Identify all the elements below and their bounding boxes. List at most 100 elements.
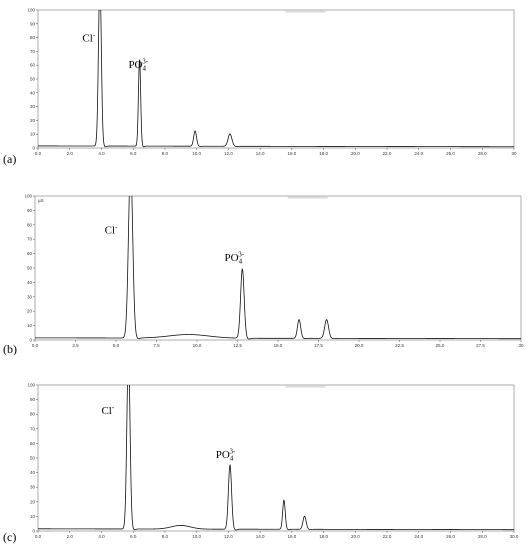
x-tick-label: 2.0 — [67, 534, 74, 539]
x-tick-label: 30.0 — [510, 534, 519, 539]
x-tick-label: 28.0 — [478, 534, 487, 539]
x-tick-label: 5.0 — [113, 343, 120, 348]
y-tick-label: 30 — [27, 294, 33, 299]
x-tick-label: 18.0 — [319, 151, 328, 156]
panel-label: (b) — [3, 342, 17, 356]
peak-annotation: PO43- — [128, 57, 148, 72]
peak-annotation-sup: 3- — [142, 57, 149, 65]
plot-frame — [37, 384, 515, 532]
y-tick-label: 80 — [27, 222, 33, 227]
x-tick-label: 6.0 — [130, 534, 137, 539]
panel-label: (a) — [3, 152, 16, 166]
x-tick-label: 20.0 — [351, 151, 360, 156]
y-tick-label: 20 — [30, 499, 36, 504]
peak-annotation: Cl- — [105, 223, 118, 237]
peak-annotation-sup: 3- — [229, 448, 236, 456]
y-tick-label: 40 — [30, 470, 36, 475]
peak-annotation: PO43- — [216, 448, 236, 463]
peak-annotation-sub: 4 — [143, 64, 147, 72]
x-tick-label: 10.0 — [192, 151, 201, 156]
plot-frame — [34, 195, 522, 341]
signal-trace — [38, 10, 514, 148]
signal-trace — [35, 196, 521, 340]
x-tick-label: 26.0 — [446, 534, 455, 539]
peak-annotation: Cl- — [101, 404, 114, 418]
plot-frame — [37, 9, 515, 149]
y-tick-label: 80 — [30, 412, 36, 417]
y-tick-label: 70 — [30, 49, 36, 54]
x-tick-label: 27.5 — [476, 343, 485, 348]
header-bar — [285, 385, 326, 388]
x-tick-label: 30 — [518, 343, 524, 348]
y-tick-label: 40 — [27, 280, 33, 285]
x-tick-label: 16.0 — [287, 534, 296, 539]
y-tick-label: 50 — [30, 77, 36, 82]
y-tick-label: 80 — [30, 35, 36, 40]
y-tick-label: 100 — [24, 194, 32, 199]
x-tick-label: 14.0 — [256, 534, 265, 539]
x-tick-label: 12.0 — [224, 151, 233, 156]
peak-annotation-base: Cl — [101, 405, 111, 417]
y-tick-label: 10 — [30, 132, 36, 137]
peak-annotation-base: PO — [225, 252, 239, 264]
x-tick-label: 7.5 — [153, 343, 160, 348]
x-tick-label: 0.0 — [35, 151, 42, 156]
peak-annotation-sup: - — [115, 223, 118, 231]
x-tick-label: 2.0 — [67, 151, 74, 156]
x-tick-label: 12.5 — [233, 343, 242, 348]
x-tick-label: 14.0 — [256, 151, 265, 156]
x-tick-label: 25.0 — [436, 343, 445, 348]
peak-annotation-sup: - — [112, 404, 115, 412]
peak-annotation-base: PO — [128, 59, 142, 71]
peak-annotation-sub: 4 — [230, 455, 234, 463]
y-tick-label: 10 — [27, 323, 33, 328]
x-tick-label: 6.0 — [130, 151, 137, 156]
x-tick-label: 0.0 — [32, 343, 39, 348]
x-tick-label: 24.0 — [414, 534, 423, 539]
peak-annotation-base: Cl — [82, 33, 92, 45]
y-tick-label: 70 — [30, 426, 36, 431]
x-tick-label: 22.0 — [383, 151, 392, 156]
peak-annotation-base: Cl — [105, 224, 115, 236]
peak-annotation: Cl- — [82, 31, 95, 45]
x-tick-label: 4.0 — [98, 534, 105, 539]
x-tick-label: 16.0 — [287, 151, 296, 156]
y-tick-label: 10 — [30, 514, 36, 519]
y-tick-label: 60 — [30, 441, 36, 446]
x-tick-label: 26.0 — [446, 151, 455, 156]
x-tick-label: 17.5 — [314, 343, 323, 348]
peak-annotation-sub: 4 — [239, 257, 243, 265]
header-bar — [287, 196, 328, 199]
y-tick-label: 20 — [27, 309, 33, 314]
peak-annotation-sup: 3- — [238, 250, 245, 258]
y-tick-label: 70 — [27, 237, 33, 242]
x-tick-label: 10.0 — [192, 534, 201, 539]
y-tick-label: 90 — [30, 397, 36, 402]
x-tick-label: 2.5 — [72, 343, 79, 348]
y-tick-label: 0 — [32, 146, 35, 151]
y-tick-label: 90 — [27, 208, 33, 213]
y-tick-label: 100 — [27, 383, 35, 388]
y-tick-label: 40 — [30, 90, 36, 95]
y-tick-label: 60 — [30, 63, 36, 68]
x-tick-label: 18.0 — [319, 534, 328, 539]
y-tick-label: 0 — [32, 529, 35, 534]
peak-annotation: PO43- — [225, 250, 245, 265]
peak-annotation-sup: - — [93, 31, 96, 39]
y-tick-label: 50 — [30, 456, 36, 461]
y-tick-label: 90 — [30, 21, 36, 26]
x-tick-label: 8.0 — [162, 534, 169, 539]
panel-label: (c) — [3, 530, 16, 544]
y-tick-label: 100 — [27, 8, 35, 13]
chromatogram-panel-1: 0 10 20 30 40 50 60 70 80 90 100 0.0 2.0 4.0 6.0 8.0 10.… — [3, 8, 517, 167]
chromatogram-panel-3: 0 10 20 30 40 50 60 70 80 90 100 0.0 2.0 4.0 6.0 8.0 10.… — [3, 383, 519, 545]
chromatogram-panel-2: 0 10 20 30 40 50 60 70 80 90 100 0.0 2.5 5.0 7.5 10.0 12… — [3, 194, 524, 357]
header-bar — [285, 10, 326, 13]
y-tick-label: 30 — [30, 104, 36, 109]
signal-trace — [38, 385, 514, 531]
x-tick-label: 12.0 — [224, 534, 233, 539]
x-tick-label: 30 — [511, 151, 517, 156]
x-tick-label: 4.0 — [98, 151, 105, 156]
y-tick-label: 30 — [30, 485, 36, 490]
